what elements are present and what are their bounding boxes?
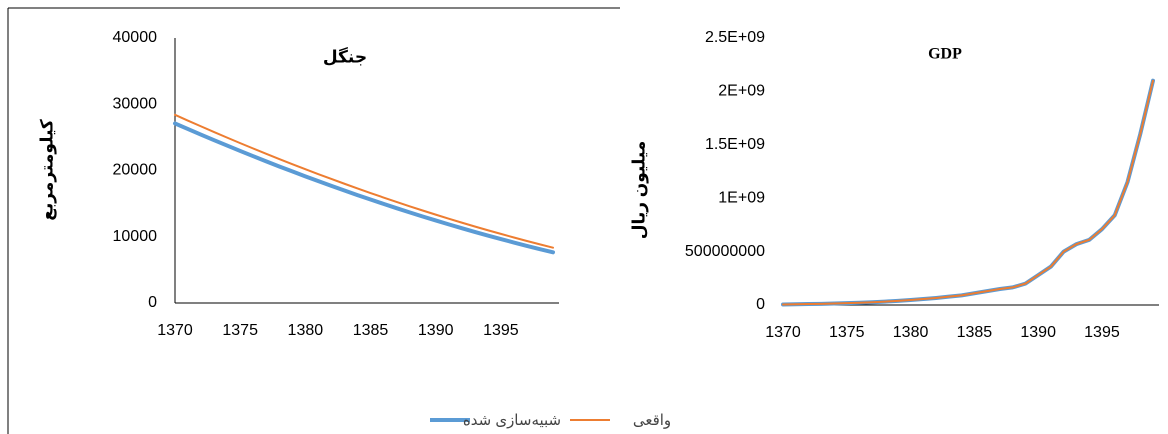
y-tick-label: 2.5E+09 — [705, 29, 765, 46]
y-axis-label: میلیون ریال — [629, 141, 649, 240]
legend-label: واقعی — [633, 412, 671, 429]
y-tick-label: 10000 — [113, 228, 158, 245]
y-tick-label: 0 — [148, 294, 157, 311]
series-line — [782, 79, 1154, 306]
x-tick-label: 1395 — [483, 322, 519, 339]
y-tick-label: 20000 — [113, 162, 158, 179]
series-line — [781, 78, 1155, 307]
y-tick-label: 0 — [756, 296, 765, 313]
y-tick-label: 500000000 — [685, 243, 765, 260]
x-tick-label: 1390 — [418, 322, 454, 339]
x-tick-label: 1380 — [893, 324, 929, 341]
y-tick-label: 1.5E+09 — [705, 136, 765, 153]
y-axis-label: کیلومترمربع — [37, 119, 57, 221]
x-tick-label: 1370 — [765, 324, 801, 341]
x-tick-label: 1380 — [288, 322, 324, 339]
series-line — [174, 113, 554, 249]
series-line — [173, 121, 555, 255]
y-tick-label: 40000 — [113, 29, 158, 46]
y-tick-label: 1E+09 — [718, 189, 765, 206]
chart-title: GDP — [928, 46, 962, 63]
x-tick-label: 1375 — [222, 322, 258, 339]
chart-title: جنگل — [323, 46, 367, 66]
y-tick-label: 30000 — [113, 95, 158, 112]
x-tick-label: 1390 — [1020, 324, 1056, 341]
x-tick-label: 1375 — [829, 324, 865, 341]
y-tick-label: 2E+09 — [718, 83, 765, 100]
x-tick-label: 1385 — [957, 324, 993, 341]
x-tick-label: 1385 — [353, 322, 389, 339]
x-tick-label: 1395 — [1084, 324, 1120, 341]
x-tick-label: 1370 — [157, 322, 193, 339]
legend-label: شبیه‌سازی شده — [463, 412, 561, 429]
